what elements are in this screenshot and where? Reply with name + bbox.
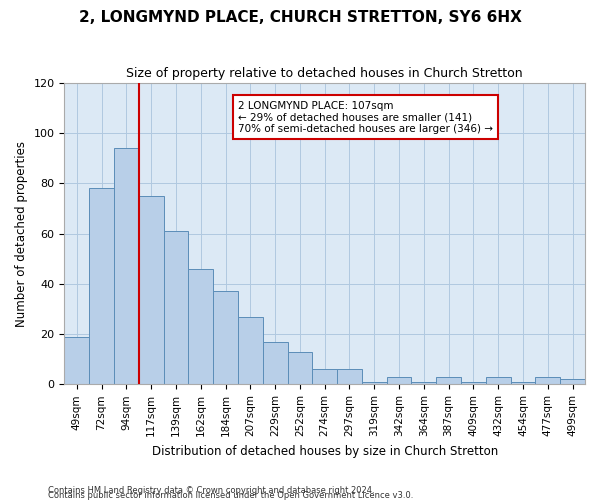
Bar: [64, 336, 89, 384]
X-axis label: Distribution of detached houses by size in Church Stretton: Distribution of detached houses by size …: [152, 444, 498, 458]
Bar: [188, 269, 213, 384]
Bar: [114, 148, 139, 384]
Bar: [560, 380, 585, 384]
Bar: [238, 316, 263, 384]
Bar: [313, 370, 337, 384]
Bar: [511, 382, 535, 384]
Text: 2 LONGMYND PLACE: 107sqm
← 29% of detached houses are smaller (141)
70% of semi-: 2 LONGMYND PLACE: 107sqm ← 29% of detach…: [238, 100, 493, 134]
Y-axis label: Number of detached properties: Number of detached properties: [15, 140, 28, 326]
Bar: [386, 377, 412, 384]
Bar: [362, 382, 386, 384]
Bar: [535, 377, 560, 384]
Bar: [337, 370, 362, 384]
Bar: [89, 188, 114, 384]
Bar: [486, 377, 511, 384]
Bar: [213, 292, 238, 384]
Bar: [263, 342, 287, 384]
Bar: [287, 352, 313, 384]
Bar: [139, 196, 164, 384]
Text: 2, LONGMYND PLACE, CHURCH STRETTON, SY6 6HX: 2, LONGMYND PLACE, CHURCH STRETTON, SY6 …: [79, 10, 521, 25]
Bar: [164, 231, 188, 384]
Bar: [412, 382, 436, 384]
Title: Size of property relative to detached houses in Church Stretton: Size of property relative to detached ho…: [127, 68, 523, 80]
Text: Contains public sector information licensed under the Open Government Licence v3: Contains public sector information licen…: [48, 491, 413, 500]
Bar: [436, 377, 461, 384]
Text: Contains HM Land Registry data © Crown copyright and database right 2024.: Contains HM Land Registry data © Crown c…: [48, 486, 374, 495]
Bar: [461, 382, 486, 384]
